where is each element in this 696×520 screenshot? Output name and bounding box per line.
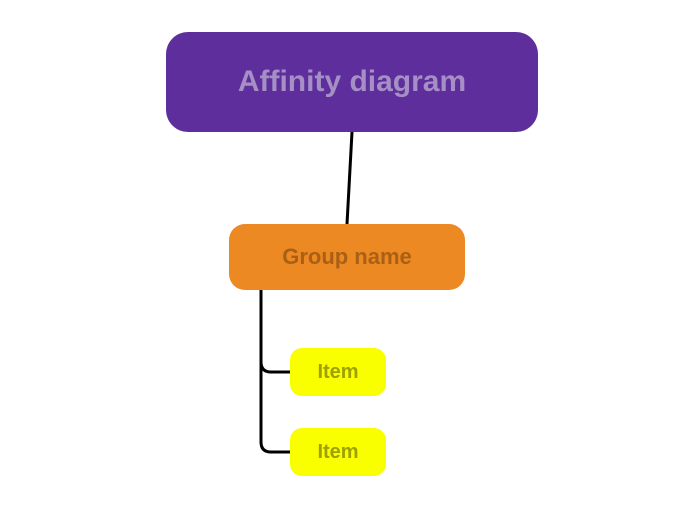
group-label: Group name [282, 244, 412, 270]
item-label-1: Item [317, 361, 358, 384]
root-label: Affinity diagram [238, 65, 466, 99]
root-node: Affinity diagram [166, 32, 538, 132]
item-label-2: Item [317, 441, 358, 464]
group-node: Group name [229, 224, 465, 290]
item-node-1: Item [290, 348, 386, 396]
item-node-2: Item [290, 428, 386, 476]
